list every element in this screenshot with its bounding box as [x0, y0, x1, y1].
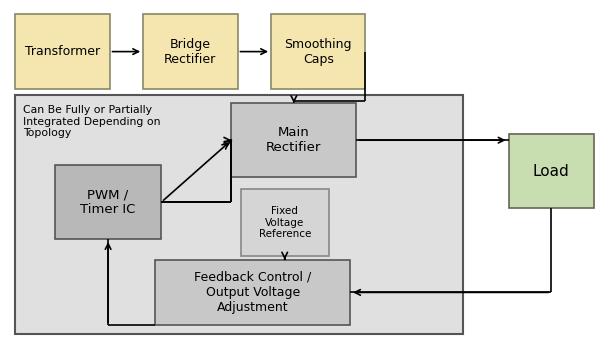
FancyBboxPatch shape [15, 95, 463, 334]
FancyBboxPatch shape [155, 260, 350, 325]
Text: Can Be Fully or Partially
Integrated Depending on
Topology: Can Be Fully or Partially Integrated Dep… [23, 105, 161, 138]
FancyBboxPatch shape [55, 165, 161, 239]
Text: Smoothing
Caps: Smoothing Caps [284, 37, 352, 66]
Text: Bridge
Rectifier: Bridge Rectifier [164, 37, 216, 66]
Text: Main
Rectifier: Main Rectifier [266, 126, 322, 154]
Text: Feedback Control /
Output Voltage
Adjustment: Feedback Control / Output Voltage Adjust… [194, 271, 311, 314]
Text: PWM /
Timer IC: PWM / Timer IC [80, 188, 136, 216]
FancyBboxPatch shape [15, 14, 110, 89]
Text: Load: Load [533, 164, 569, 179]
Text: Transformer: Transformer [25, 45, 100, 58]
FancyBboxPatch shape [509, 134, 594, 208]
Text: Fixed
Voltage
Reference: Fixed Voltage Reference [258, 206, 311, 239]
FancyBboxPatch shape [271, 14, 365, 89]
FancyBboxPatch shape [143, 14, 238, 89]
FancyBboxPatch shape [231, 103, 356, 177]
FancyBboxPatch shape [241, 189, 329, 256]
